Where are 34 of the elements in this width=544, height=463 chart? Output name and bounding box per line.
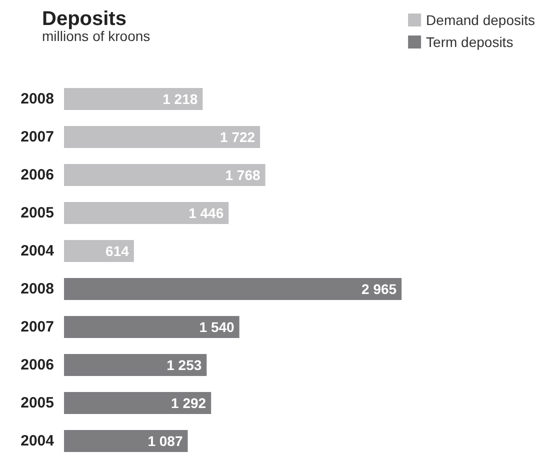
y-tick-label: 2004 (20, 432, 55, 450)
bar (64, 202, 229, 224)
y-tick-label: 2008 (20, 90, 54, 108)
y-tick-label: 2008 (20, 280, 54, 298)
legend-label: Demand deposits (426, 12, 535, 28)
bar (64, 126, 260, 148)
data-label: 614 (106, 243, 130, 259)
data-label: 1 540 (199, 319, 235, 335)
bar (64, 278, 402, 300)
bar (64, 392, 212, 414)
bar (64, 316, 240, 338)
data-label: 1 446 (188, 205, 224, 221)
bar (64, 430, 188, 452)
y-tick-label: 2004 (20, 242, 55, 260)
bar (64, 354, 207, 376)
data-label: 1 218 (162, 91, 198, 107)
bar (64, 240, 134, 262)
bar (64, 88, 203, 110)
y-tick-label: 2007 (20, 128, 54, 146)
y-tick-label: 2007 (20, 318, 54, 336)
chart-title: Deposits (42, 8, 126, 30)
legend-label: Term deposits (426, 34, 514, 50)
data-label: 2 965 (362, 281, 397, 297)
chart-subtitle: millions of kroons (42, 28, 150, 44)
data-label: 1 292 (171, 395, 206, 411)
data-label: 1 087 (148, 433, 183, 449)
y-tick-label: 2006 (20, 356, 54, 374)
y-tick-label: 2005 (20, 394, 54, 412)
data-label: 1 768 (225, 167, 260, 183)
data-label: 1 253 (166, 357, 202, 373)
bar (64, 164, 266, 186)
y-tick-label: 2006 (20, 166, 54, 184)
y-tick-label: 2005 (20, 204, 54, 222)
data-label: 1 722 (220, 129, 256, 145)
